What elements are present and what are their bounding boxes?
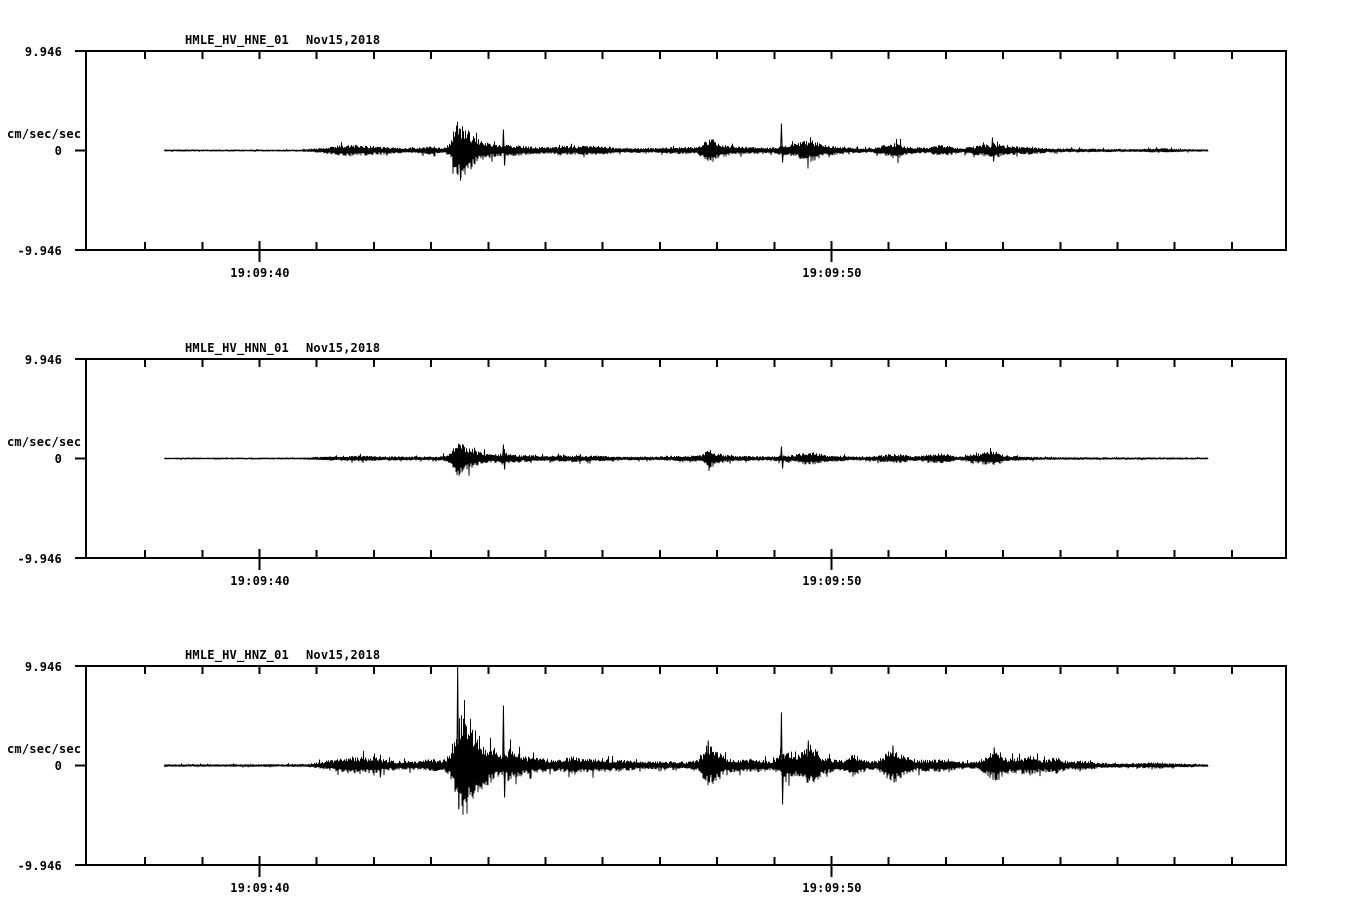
waveform-spikes bbox=[456, 123, 998, 181]
waveform-group bbox=[164, 665, 1209, 815]
seismogram-panel-hmle_hv_hne_01 bbox=[75, 50, 1287, 262]
panel-hne-ytick-zero: 0 bbox=[54, 144, 62, 158]
panel-hnn-ytick-min: -9.946 bbox=[17, 552, 62, 566]
panel-hnz-date-label: Nov15,2018 bbox=[306, 648, 381, 662]
panel-hne-date-label: Nov15,2018 bbox=[306, 33, 381, 47]
axis-ticks bbox=[75, 358, 1233, 570]
waveform-spikes bbox=[376, 665, 1000, 810]
panel-hnz-ytick-min: -9.946 bbox=[17, 859, 62, 873]
waveform-trace bbox=[164, 443, 1209, 476]
panel-hne-station-title: HMLE_HV_HNE_01 bbox=[185, 33, 289, 47]
panel-hne-y-axis-units: cm/sec/sec bbox=[7, 127, 82, 141]
waveform-group bbox=[164, 443, 1209, 476]
panel-hnn-xtick-label-50: 19:09:50 bbox=[802, 574, 862, 588]
panel-hnn-ytick-zero: 0 bbox=[54, 452, 62, 466]
seismogram-panel-hmle_hv_hnz_01 bbox=[75, 665, 1287, 877]
panel-hnn-date-label: Nov15,2018 bbox=[306, 341, 381, 355]
panel-hnz-xtick-label-40: 19:09:40 bbox=[230, 881, 290, 895]
waveform-spikes bbox=[500, 444, 787, 470]
panel-hnz-ytick-max: 9.946 bbox=[24, 660, 62, 674]
panel-hne-xtick-label-50: 19:09:50 bbox=[802, 266, 862, 280]
waveform-trace bbox=[164, 699, 1209, 815]
panel-hnn-ytick-max: 9.946 bbox=[24, 353, 62, 367]
panel-hnn-y-axis-units: cm/sec/sec bbox=[7, 435, 82, 449]
waveform-group bbox=[164, 121, 1209, 181]
panel-hnn-xtick-label-40: 19:09:40 bbox=[230, 574, 290, 588]
panel-hne-ytick-max: 9.946 bbox=[24, 45, 62, 59]
panel-hne-ytick-min: -9.946 bbox=[17, 244, 62, 258]
axis-ticks bbox=[75, 50, 1233, 262]
panel-hnz-station-title: HMLE_HV_HNZ_01 bbox=[185, 648, 289, 662]
panel-hnz-ytick-zero: 0 bbox=[54, 759, 62, 773]
waveform-trace bbox=[164, 121, 1209, 178]
panel-hnn-station-title: HMLE_HV_HNN_01 bbox=[185, 341, 289, 355]
axis-ticks bbox=[75, 665, 1233, 877]
panel-hnz-xtick-label-50: 19:09:50 bbox=[802, 881, 862, 895]
panel-hne-xtick-label-40: 19:09:40 bbox=[230, 266, 290, 280]
seismogram-panel-hmle_hv_hnn_01 bbox=[75, 358, 1287, 570]
panel-hnz-y-axis-units: cm/sec/sec bbox=[7, 742, 82, 756]
